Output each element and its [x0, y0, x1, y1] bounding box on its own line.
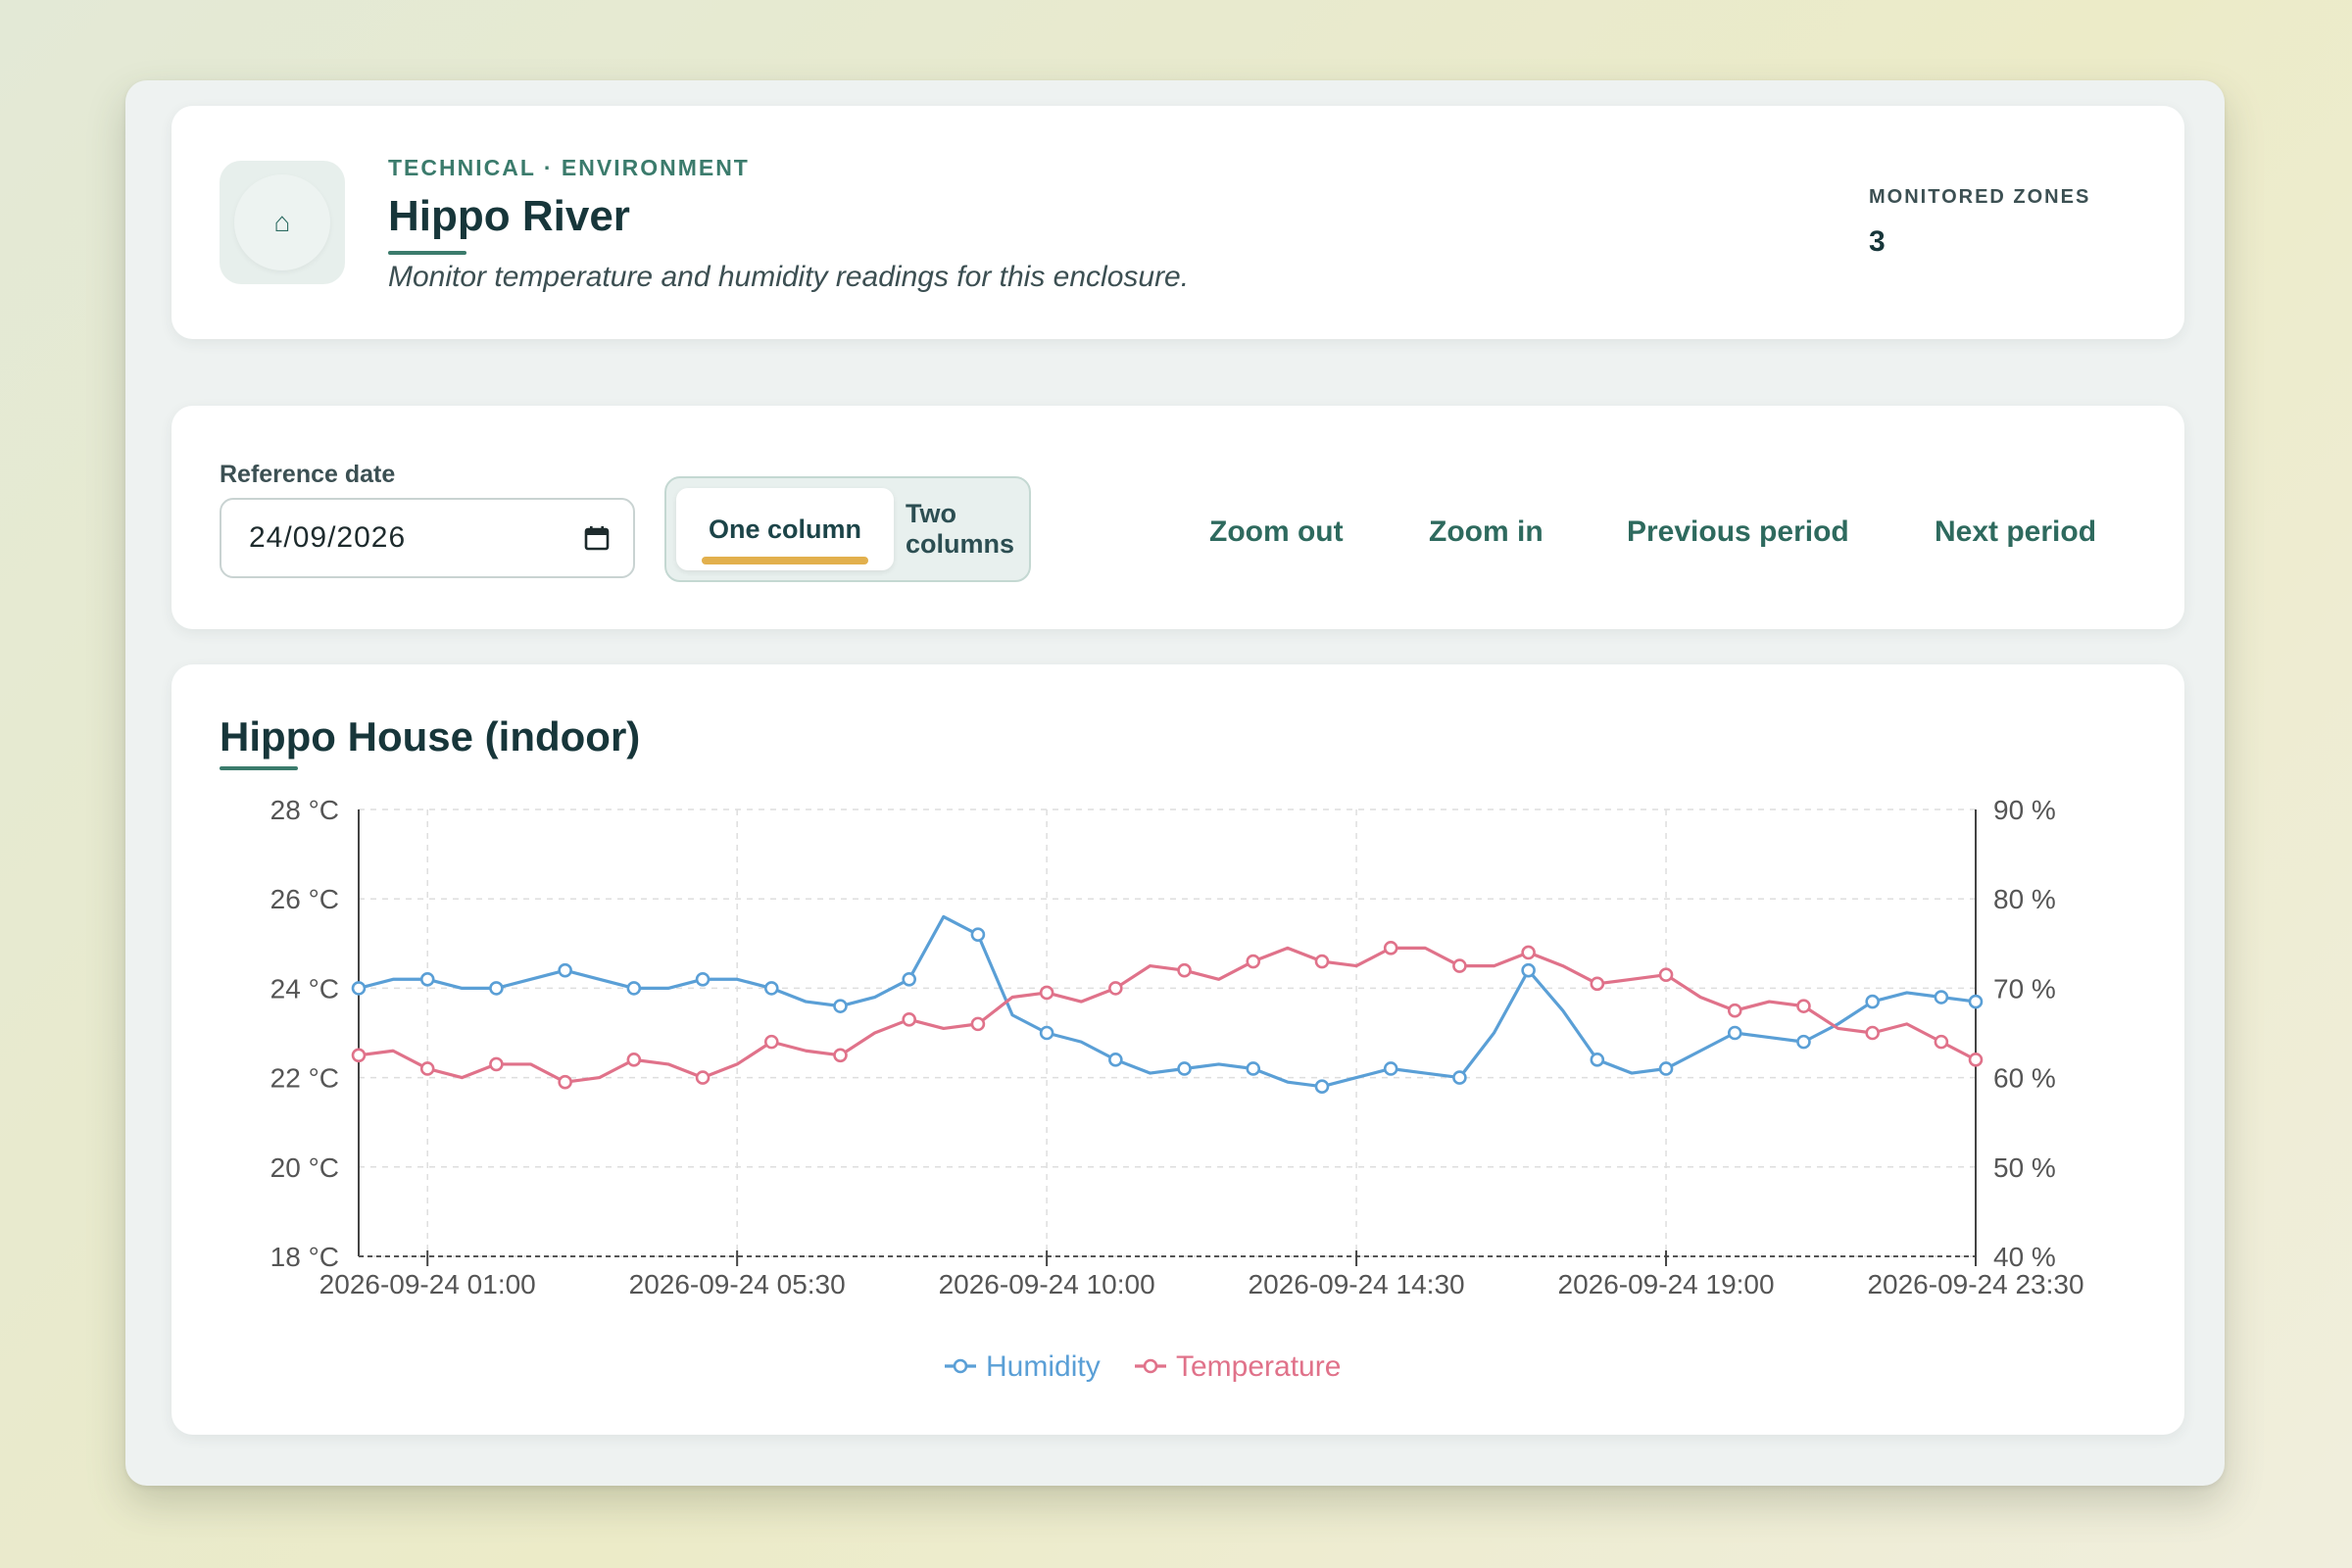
data-point-temperature: [1108, 981, 1123, 996]
legend-label-humidity: Humidity: [986, 1350, 1101, 1383]
one-column-button[interactable]: One column: [676, 488, 894, 570]
legend-marker-humidity: [953, 1358, 968, 1374]
x-axis-tick-label: 2026-09-24 14:30: [1249, 1269, 1465, 1299]
x-axis-tick-label: 2026-09-24 05:30: [629, 1269, 846, 1299]
x-axis-tick-label: 2026-09-24 23:30: [1867, 1269, 2083, 1299]
enclosure-icon-tile: ⌂: [220, 161, 345, 284]
data-point-humidity: [626, 981, 642, 996]
data-point-humidity: [1246, 1061, 1261, 1076]
reference-date-value: 24/09/2026: [249, 521, 407, 554]
data-point-temperature: [1246, 954, 1261, 969]
data-point-humidity: [695, 971, 710, 987]
zoom-in-button[interactable]: Zoom in: [1429, 515, 1544, 548]
x-axis-tick-label: 2026-09-24 10:00: [939, 1269, 1155, 1299]
right-axis-tick-label: 80 %: [1993, 884, 2056, 914]
two-columns-button[interactable]: Two columns: [906, 499, 1015, 559]
monitored-zones-label: MONITORED ZONES: [1869, 186, 2091, 208]
home-icon: ⌂: [234, 174, 330, 270]
chart-title: Hippo House (indoor): [220, 713, 641, 760]
left-axis-tick-label: 18 °C: [270, 1242, 339, 1272]
data-point-humidity: [1383, 1061, 1398, 1076]
data-point-humidity: [1521, 962, 1536, 978]
data-point-humidity: [902, 971, 917, 987]
data-point-humidity: [763, 981, 779, 996]
data-point-temperature: [1177, 962, 1192, 978]
data-point-temperature: [1383, 941, 1398, 956]
data-point-humidity: [970, 927, 986, 942]
calendar-icon[interactable]: [584, 525, 610, 551]
controls-card: Reference date 24/09/2026 One column Two…: [172, 406, 2184, 629]
x-axis-tick-label: 2026-09-24 01:00: [319, 1269, 536, 1299]
environment-line-chart: 28 °C 26 °C 24 °C 22 °C 20 °C 18 °C 90 % 80 % 70…: [270, 795, 2084, 1383]
data-point-temperature: [695, 1070, 710, 1085]
reference-date-input[interactable]: 24/09/2026: [220, 498, 635, 578]
previous-period-button[interactable]: Previous period: [1627, 515, 1849, 548]
data-point-humidity: [1796, 1034, 1811, 1050]
data-point-humidity: [1590, 1053, 1605, 1067]
data-point-temperature: [1452, 958, 1467, 973]
data-point-humidity: [1658, 1061, 1674, 1076]
data-point-humidity: [489, 981, 504, 996]
series-line-humidity: [358, 914, 1977, 1089]
next-period-button[interactable]: Next period: [1935, 515, 2097, 548]
data-point-humidity: [833, 999, 848, 1013]
right-axis-tick-label: 40 %: [1993, 1242, 2056, 1272]
data-point-temperature: [626, 1053, 642, 1067]
data-point-temperature: [1865, 1025, 1880, 1041]
data-point-temperature: [1314, 954, 1330, 969]
data-point-humidity: [1039, 1025, 1054, 1041]
title-underline: [388, 251, 466, 255]
page-title: Hippo River: [388, 192, 630, 240]
chart-card: Hippo House (indoor) 28 °C 26 °C 24 °C 22 °…: [172, 664, 2184, 1435]
layout-toggle: One column Two columns: [664, 476, 1031, 582]
data-point-temperature: [558, 1074, 572, 1090]
data-point-humidity: [1314, 1079, 1330, 1095]
right-axis-tick-label: 60 %: [1993, 1063, 2056, 1094]
data-point-temperature: [1934, 1034, 1949, 1050]
data-point-temperature: [1727, 1003, 1742, 1018]
left-axis-tick-label: 22 °C: [270, 1063, 339, 1094]
legend-label-temperature: Temperature: [1176, 1350, 1341, 1383]
data-point-humidity: [1865, 994, 1880, 1009]
data-point-humidity: [419, 971, 435, 987]
left-axis-tick-label: 28 °C: [270, 795, 339, 825]
monitored-zones-value: 3: [1869, 225, 1886, 258]
data-point-humidity: [351, 981, 367, 996]
data-point-humidity: [1452, 1070, 1467, 1085]
enclosure-header-card: ⌂ TECHNICAL · ENVIRONMENT Hippo River Mo…: [172, 106, 2184, 339]
data-point-humidity: [1177, 1061, 1192, 1076]
data-point-humidity: [558, 962, 572, 978]
data-point-temperature: [419, 1061, 435, 1076]
data-point-humidity: [1727, 1025, 1742, 1041]
right-axis-tick-label: 50 %: [1993, 1152, 2056, 1183]
left-axis-tick-label: 24 °C: [270, 973, 339, 1004]
data-point-temperature: [1590, 976, 1605, 992]
data-point-temperature: [763, 1034, 779, 1050]
left-axis-tick-label: 26 °C: [270, 884, 339, 914]
chart-title-underline: [220, 766, 298, 770]
data-point-temperature: [970, 1016, 986, 1032]
left-axis-tick-label: 20 °C: [270, 1152, 339, 1183]
data-point-temperature: [833, 1048, 848, 1063]
data-point-humidity: [1934, 990, 1949, 1004]
right-axis-tick-label: 70 %: [1993, 973, 2056, 1004]
data-point-temperature: [489, 1056, 504, 1072]
data-point-humidity: [1968, 994, 1984, 1009]
data-point-temperature: [1521, 945, 1536, 960]
app-window: ⌂ TECHNICAL · ENVIRONMENT Hippo River Mo…: [125, 80, 2225, 1486]
data-point-temperature: [1039, 985, 1054, 1001]
data-point-temperature: [902, 1012, 917, 1027]
zoom-out-button[interactable]: Zoom out: [1209, 515, 1344, 548]
data-point-humidity: [1108, 1053, 1123, 1067]
right-axis-tick-label: 90 %: [1993, 795, 2056, 825]
data-point-temperature: [1968, 1053, 1984, 1067]
x-axis-tick-label: 2026-09-24 19:00: [1558, 1269, 1775, 1299]
data-point-temperature: [1796, 999, 1811, 1013]
legend-marker-temperature: [1143, 1358, 1158, 1374]
data-point-temperature: [1658, 967, 1674, 983]
reference-date-label: Reference date: [220, 461, 396, 488]
data-point-temperature: [351, 1048, 367, 1063]
page-subtitle: Monitor temperature and humidity reading…: [388, 261, 1190, 293]
category-eyebrow: TECHNICAL · ENVIRONMENT: [388, 155, 750, 180]
